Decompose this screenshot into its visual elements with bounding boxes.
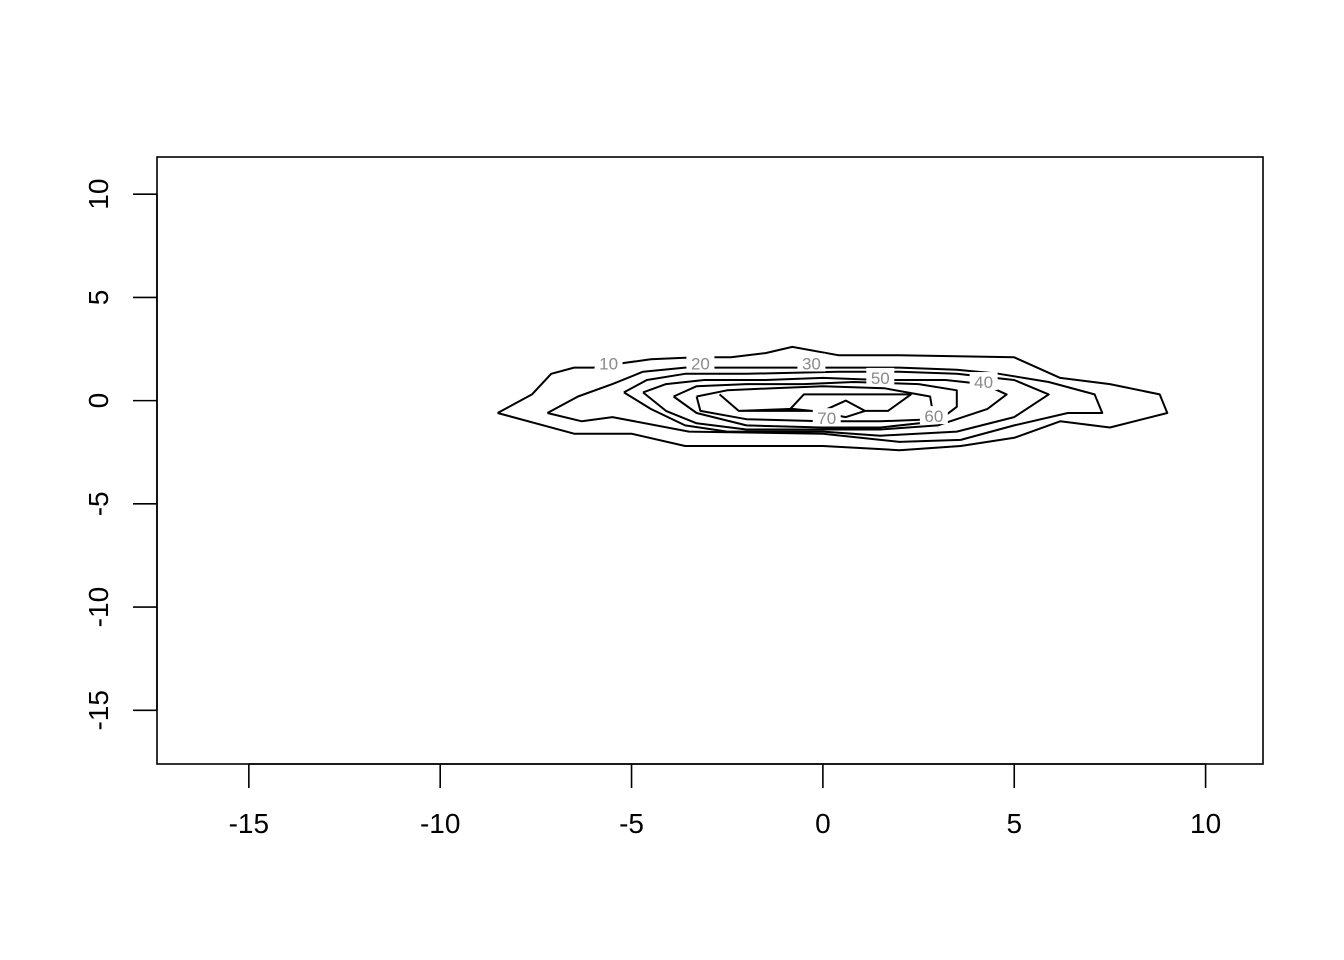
- contour-label-bg: [797, 353, 826, 372]
- contour-line-40: [642, 376, 1008, 431]
- contour-label-bg: [866, 367, 895, 386]
- y-tick-label: 10: [83, 179, 114, 210]
- x-axis: -15 -10 -5 0 5 10: [229, 763, 1221, 839]
- contour-line-20: [546, 366, 1104, 443]
- contour-label-bg: [812, 408, 841, 427]
- contour-label-20: 20: [691, 354, 710, 373]
- x-tick-label: -10: [420, 808, 460, 839]
- contour-label-40: 40: [974, 373, 993, 392]
- x-tick-label: 0: [815, 808, 831, 839]
- contour-label-60: 60: [924, 407, 943, 426]
- contour-label-10: 10: [599, 354, 618, 373]
- contour-label-30: 30: [802, 354, 821, 373]
- y-axis: -15 -10 -5 0 5 10: [83, 179, 158, 731]
- contour-label-bg: [969, 372, 998, 391]
- y-tick-label: 5: [83, 290, 114, 306]
- contour-line-50: [673, 381, 958, 429]
- x-tick-label: 10: [1190, 808, 1221, 839]
- contour-label-bg: [686, 353, 715, 372]
- contour-label-50: 50: [871, 369, 890, 388]
- y-tick-label: -5: [83, 491, 114, 516]
- x-tick-label: 5: [1006, 808, 1022, 839]
- x-tick-label: -5: [619, 808, 644, 839]
- y-tick-label: 0: [83, 393, 114, 409]
- plot-frame: [156, 156, 1264, 765]
- contour-line-30: [623, 370, 1050, 437]
- contour-label-70: 70: [817, 409, 836, 428]
- contour-label-bg: [919, 406, 948, 425]
- y-tick-label: -15: [83, 690, 114, 730]
- y-tick-label: -10: [83, 587, 114, 627]
- contour-label-bg: [594, 353, 623, 372]
- contour-labels: 10 20 30 40 50 60 70: [594, 353, 998, 428]
- x-tick-label: -15: [229, 808, 269, 839]
